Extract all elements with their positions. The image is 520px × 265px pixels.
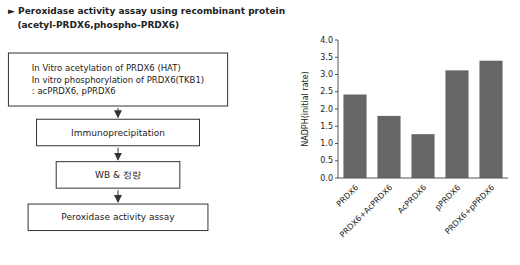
flow-arrow [118, 190, 119, 202]
bar [445, 70, 468, 178]
flow-box-text-line: Immunoprecipitation [71, 128, 165, 138]
y-tick-label: 0.0 [320, 174, 333, 183]
flow-box-text: WB & 정량 [95, 170, 141, 180]
y-axis-label: NADPH(initial rate) [301, 71, 310, 147]
flow-box-text-line: In vitro phosphorylation of PRDX6(TKB1) [32, 75, 204, 85]
y-tick-label: 1.0 [320, 139, 333, 148]
figure: ► Peroxidase activity assay using recomb… [0, 0, 520, 265]
x-tick-label: PRDX6 [335, 183, 361, 209]
y-tick-label: 4.0 [320, 36, 333, 45]
y-tick-label: 0.5 [320, 156, 333, 165]
flow-box-text-line: : acPRDX6, pPRDX6 [32, 86, 116, 96]
bar [411, 134, 434, 178]
bar [377, 116, 400, 178]
bar [479, 61, 502, 178]
flow-arrow [118, 108, 119, 117]
flow-box-text: Peroxidase activity assay [61, 212, 175, 222]
flow-box-text-line: In Vitro acetylation of PRDX6 (HAT) [32, 63, 181, 73]
x-tick-label: PRDX6+AcPRDX6 [338, 183, 394, 239]
flow-box-text-line: Peroxidase activity assay [61, 212, 175, 222]
x-tick-label: AcPRDX6 [396, 183, 428, 215]
flow-box [28, 204, 208, 231]
bar [343, 95, 366, 178]
y-tick-label: 3.5 [320, 53, 333, 62]
bars [343, 61, 502, 178]
flow-box [56, 162, 180, 189]
y-axis-line [338, 40, 339, 178]
x-axis-line [338, 178, 508, 179]
y-tick-label: 3.0 [320, 70, 333, 79]
flow-box [37, 119, 200, 146]
bar-chart: 0.0 0.5 1.0 1.5 2.0 2.5 3.0 3.5 4.0 PRDX6PRDX6+Ac… [301, 36, 508, 240]
y-tick-label: 1.5 [320, 122, 333, 131]
flow-box-text-line: WB & 정량 [95, 170, 141, 180]
flow-arrow [118, 148, 119, 160]
flow-box [8, 53, 227, 106]
flow-box-text: Immunoprecipitation [71, 128, 165, 138]
y-tick-label: 2.5 [320, 87, 333, 96]
y-tick-label: 2.0 [320, 105, 333, 114]
x-tick-label: PRDX6+pPRDX6 [443, 183, 496, 236]
subtitle: (acetyl-PRDX6,phospho-PRDX6) [8, 20, 179, 30]
title: ► Peroxidase activity assay using recomb… [8, 6, 285, 16]
x-tick-label: pPRDX6 [433, 183, 462, 212]
flowchart: In Vitro acetylation of PRDX6 (HAT) In vi… [8, 53, 227, 231]
flow-box-text: In Vitro acetylation of PRDX6 (HAT) In vi… [32, 63, 204, 95]
